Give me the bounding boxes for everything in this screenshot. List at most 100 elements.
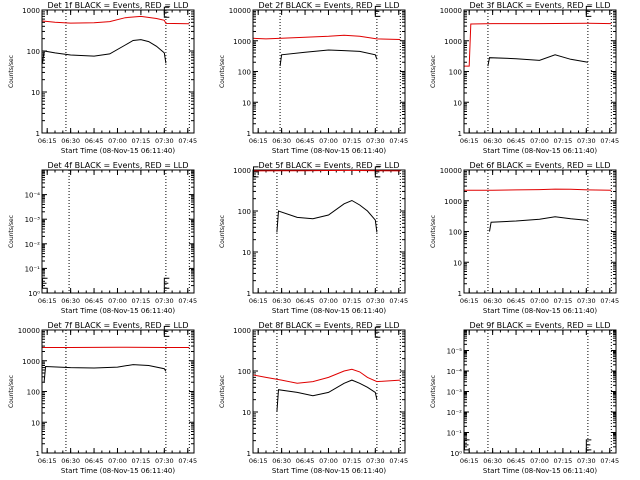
- data-gap-marker: [374, 5, 381, 17]
- panel-3: Det 3f BLACK = Events, RED = LLD Counts/s…: [430, 1, 619, 155]
- data-gap-marker: [374, 166, 381, 178]
- y-tick-label: 1000: [22, 358, 40, 366]
- y-tick-label: 1: [458, 130, 462, 138]
- y-tick-label: 10⁻³: [447, 389, 463, 397]
- data-gap-marker: [163, 6, 170, 18]
- panel-title: Det 6f BLACK = Events, RED = LLD: [469, 161, 610, 170]
- panel-7: Det 7f BLACK = Events, RED = LLD Counts/s…: [8, 321, 197, 475]
- x-tick-label: 06:45: [507, 457, 526, 465]
- y-tick-label: 10: [242, 249, 251, 257]
- events-series-line: [489, 216, 588, 232]
- panel-title: Det 1f BLACK = Events, RED = LLD: [47, 1, 188, 10]
- x-tick-label: 06:45: [85, 297, 104, 305]
- y-tick-label: 10: [31, 419, 40, 427]
- x-tick-label: 06:45: [85, 457, 104, 465]
- x-tick-label: 07:00: [108, 137, 127, 145]
- x-tick-label: 06:15: [38, 457, 57, 465]
- y-tick-label: 10⁻²: [447, 409, 463, 417]
- x-tick-label: 07:45: [600, 137, 619, 145]
- x-axis-label: Start Time (08-Nov-15 06:11:40): [272, 147, 386, 155]
- y-tick-label: 10⁻¹: [25, 265, 41, 273]
- x-tick-label: 07:30: [366, 137, 385, 145]
- x-tick-label: 06:45: [296, 137, 315, 145]
- y-tick-label: 10⁻¹: [447, 430, 463, 438]
- x-tick-label: 07:30: [577, 137, 596, 145]
- data-gap-marker: [585, 5, 592, 17]
- plot-frame: [252, 169, 406, 294]
- y-axis-label: Counts/sec: [430, 55, 437, 88]
- y-tick-label: 10: [242, 409, 251, 417]
- x-tick-label: 06:45: [296, 297, 315, 305]
- x-tick-label: 07:45: [600, 457, 619, 465]
- x-tick-label: 07:30: [366, 297, 385, 305]
- panel-title: Det 8f BLACK = Events, RED = LLD: [258, 321, 399, 330]
- x-tick-label: 07:15: [132, 297, 151, 305]
- panel-2: Det 2f BLACK = Events, RED = LLD Counts/s…: [219, 1, 408, 155]
- panel-9: Det 9f BLACK = Events, RED = LLD Counts/s…: [430, 321, 619, 475]
- data-gap-marker: [374, 326, 381, 338]
- y-tick-label: 10000: [18, 327, 40, 335]
- plot-frame: [463, 329, 617, 454]
- x-axis-label: Start Time (08-Nov-15 06:11:40): [483, 307, 597, 315]
- plot-frame: [41, 169, 195, 294]
- panel-5: Det 5f BLACK = Events, RED = LLD Counts/s…: [219, 161, 408, 315]
- x-tick-label: 07:30: [577, 297, 596, 305]
- y-axis-label: Counts/sec: [8, 55, 15, 88]
- x-tick-label: 07:00: [108, 457, 127, 465]
- y-tick-label: 10⁰: [450, 450, 462, 458]
- plot-frame: [252, 9, 406, 134]
- y-tick-label: 10: [242, 99, 251, 107]
- lld-series-line: [464, 188, 612, 191]
- x-tick-label: 07:15: [554, 457, 573, 465]
- x-tick-label: 07:15: [343, 137, 362, 145]
- panel-title: Det 5f BLACK = Events, RED = LLD: [258, 161, 399, 170]
- x-tick-label: 07:00: [530, 137, 549, 145]
- y-axis-label: Counts/sec: [8, 375, 15, 408]
- x-tick-label: 06:45: [85, 137, 104, 145]
- x-axis-label: Start Time (08-Nov-15 06:11:40): [61, 307, 175, 315]
- x-tick-label: 07:30: [366, 457, 385, 465]
- lld-series-line: [253, 170, 401, 172]
- events-series-line: [43, 364, 167, 383]
- x-tick-label: 07:00: [319, 457, 338, 465]
- panel-6: Det 6f BLACK = Events, RED = LLD Counts/s…: [430, 161, 619, 315]
- y-tick-label: 10⁰: [28, 290, 40, 298]
- y-tick-label: 10: [31, 89, 40, 97]
- y-tick-label: 1: [458, 290, 462, 298]
- events-series-line: [487, 54, 588, 67]
- lld-series-line: [253, 368, 401, 384]
- data-gap-marker: [163, 277, 170, 289]
- x-tick-label: 07:00: [108, 297, 127, 305]
- y-axis-label: Counts/sec: [219, 55, 226, 88]
- panel-title: Det 7f BLACK = Events, RED = LLD: [47, 321, 188, 330]
- y-axis-label: Counts/sec: [219, 215, 226, 248]
- plot-frame: [463, 9, 617, 134]
- y-tick-label: 1: [36, 130, 40, 138]
- y-tick-label: 1000: [22, 7, 40, 15]
- events-series-line: [279, 49, 378, 67]
- x-tick-label: 07:30: [155, 457, 174, 465]
- x-tick-label: 06:30: [483, 457, 502, 465]
- x-tick-label: 07:45: [389, 297, 408, 305]
- y-tick-label: 1: [247, 130, 251, 138]
- y-tick-label: 1: [247, 290, 251, 298]
- y-tick-label: 1000: [444, 38, 462, 46]
- plot-frame: [41, 9, 195, 134]
- x-axis-label: Start Time (08-Nov-15 06:11:40): [483, 147, 597, 155]
- data-gap-marker: [163, 325, 170, 337]
- y-tick-label: 10⁻⁴: [447, 368, 463, 376]
- x-tick-label: 06:15: [38, 137, 57, 145]
- lld-series-line: [42, 15, 190, 25]
- x-tick-label: 06:45: [296, 457, 315, 465]
- data-gap-marker: [464, 439, 470, 451]
- panel-8: Det 8f BLACK = Events, RED = LLD Counts/s…: [219, 321, 408, 475]
- y-tick-label: 1: [36, 450, 40, 458]
- x-axis-label: Start Time (08-Nov-15 06:11:40): [272, 307, 386, 315]
- x-tick-label: 06:15: [460, 457, 479, 465]
- y-tick-label: 10⁻⁵: [447, 348, 463, 356]
- y-tick-label: 1000: [233, 327, 251, 335]
- x-tick-label: 06:30: [483, 137, 502, 145]
- y-tick-label: 1: [247, 450, 251, 458]
- y-axis-label: Counts/sec: [430, 215, 437, 248]
- x-tick-label: 07:45: [178, 457, 197, 465]
